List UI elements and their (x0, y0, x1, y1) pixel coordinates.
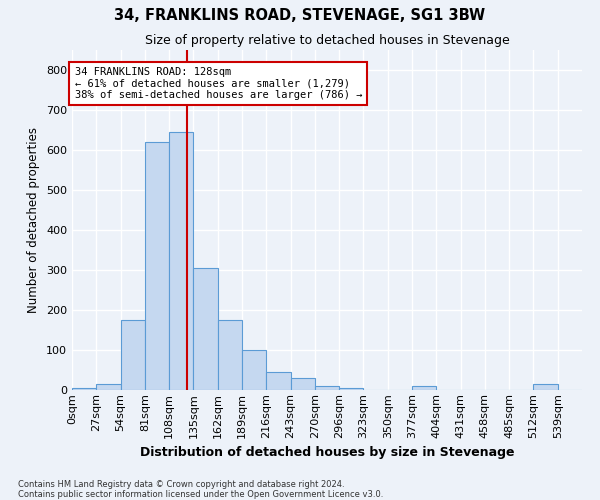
Bar (412, 386, 436, 390)
Text: 34 FRANKLINS ROAD: 128sqm
← 61% of detached houses are smaller (1,279)
38% of se: 34 FRANKLINS ROAD: 128sqm ← 61% of detac… (74, 67, 362, 100)
Title: Size of property relative to detached houses in Stevenage: Size of property relative to detached ho… (145, 34, 509, 48)
Bar (193, 268, 218, 390)
Bar (72, 388, 96, 390)
X-axis label: Distribution of detached houses by size in Stevenage: Distribution of detached houses by size … (140, 446, 514, 459)
Bar (145, 142, 169, 390)
Bar (121, 320, 145, 390)
Bar (266, 372, 290, 390)
Text: 34, FRANKLINS ROAD, STEVENAGE, SG1 3BW: 34, FRANKLINS ROAD, STEVENAGE, SG1 3BW (115, 8, 485, 22)
Bar (242, 350, 266, 390)
Bar (290, 378, 315, 390)
Bar (96, 384, 121, 390)
Bar (169, 132, 193, 390)
Bar (533, 384, 558, 390)
Bar (218, 320, 242, 390)
Bar (315, 386, 339, 390)
Y-axis label: Number of detached properties: Number of detached properties (28, 127, 40, 313)
Text: Contains HM Land Registry data © Crown copyright and database right 2024.
Contai: Contains HM Land Registry data © Crown c… (18, 480, 383, 499)
Bar (339, 388, 364, 390)
